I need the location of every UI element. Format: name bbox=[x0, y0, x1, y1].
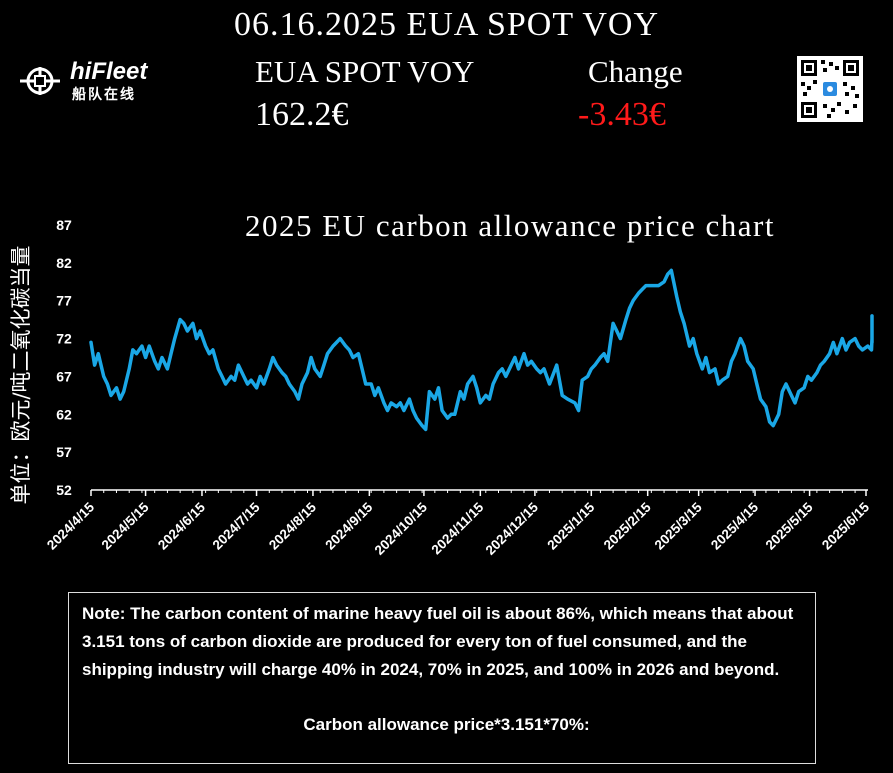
chart-title: 2025 EU carbon allowance price chart bbox=[245, 208, 775, 243]
change-value: -3.43€ bbox=[578, 96, 666, 133]
y-tick-label: 87 bbox=[56, 217, 72, 233]
logo-brand: hiFleet bbox=[70, 58, 148, 85]
y-tick-label: 72 bbox=[56, 331, 72, 347]
price-chart: 2025 EU carbon allowance price chart 525… bbox=[44, 208, 874, 558]
y-tick-label: 67 bbox=[56, 368, 72, 384]
x-tick-label: 2025/1/15 bbox=[544, 499, 597, 552]
formula-text: Carbon allowance price*3.151*70%: bbox=[303, 715, 590, 734]
series-layer bbox=[89, 268, 874, 432]
hifleet-logo-icon bbox=[20, 67, 60, 95]
x-axis: 2024/4/15 2024/5/15 2024/6/15 2024/7/15 2024… bbox=[44, 489, 872, 558]
x-tick-label: 2025/3/15 bbox=[652, 499, 705, 552]
x-tick-label: 2024/9/15 bbox=[322, 499, 375, 552]
x-tick-label: 2024/10/15 bbox=[372, 499, 431, 558]
x-tick-label: 2025/4/15 bbox=[708, 499, 761, 552]
qr-code-icon bbox=[797, 56, 863, 122]
logo-subtitle: 船队在线 bbox=[72, 86, 136, 102]
eua-label: EUA SPOT VOY bbox=[255, 54, 475, 89]
y-tick-label: 57 bbox=[56, 444, 72, 460]
x-tick-label: 2024/11/15 bbox=[429, 499, 487, 557]
x-tick-label: 2025/5/15 bbox=[763, 499, 816, 552]
price-series-line bbox=[89, 268, 874, 432]
price-value: 162.2€ bbox=[255, 96, 349, 133]
change-label: Change bbox=[588, 54, 683, 89]
x-tick-label: 2024/6/15 bbox=[155, 499, 208, 552]
note-text: Note: The carbon content of marine heavy… bbox=[82, 604, 794, 679]
header-title: 06.16.2025 EUA SPOT VOY bbox=[233, 6, 660, 43]
x-tick-label: 2024/12/15 bbox=[483, 499, 542, 558]
x-tick-label: 2024/4/15 bbox=[44, 499, 97, 552]
x-tick-label: 2024/5/15 bbox=[99, 499, 152, 552]
y-tick-label: 82 bbox=[56, 255, 72, 271]
x-tick-label: 2025/2/15 bbox=[601, 499, 654, 552]
y-tick-label: 62 bbox=[56, 406, 72, 422]
y-axis: 52 57 62 67 72 77 82 87 bbox=[56, 217, 72, 498]
y-tick-label: 52 bbox=[56, 482, 72, 498]
x-tick-label: 2024/8/15 bbox=[266, 499, 319, 552]
y-tick-label: 77 bbox=[56, 293, 72, 309]
x-tick-label: 2025/6/15 bbox=[819, 499, 872, 552]
x-tick-label: 2024/7/15 bbox=[210, 499, 263, 552]
note-box bbox=[68, 592, 816, 764]
